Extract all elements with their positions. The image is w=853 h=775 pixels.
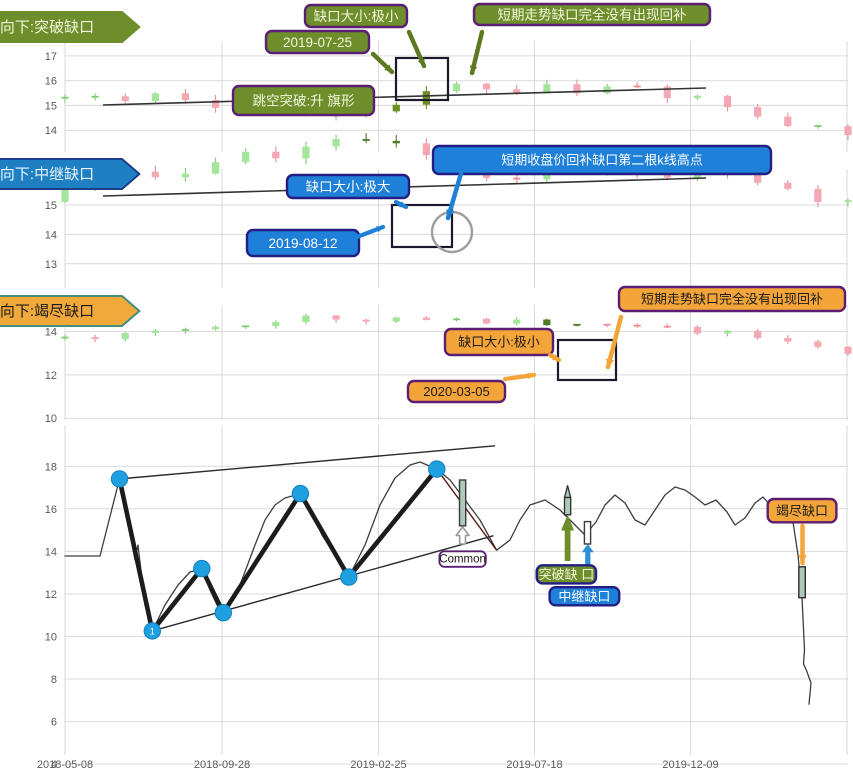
svg-text:6: 6 xyxy=(51,717,57,729)
svg-text:中继缺口: 中继缺口 xyxy=(558,589,610,604)
svg-text:18: 18 xyxy=(45,461,57,473)
svg-text:2019-08-12: 2019-08-12 xyxy=(268,236,337,251)
svg-text:14: 14 xyxy=(45,125,57,137)
svg-text:竭尽缺口: 竭尽缺口 xyxy=(776,503,828,518)
svg-text:向下:竭尽缺口: 向下:竭尽缺口 xyxy=(0,303,94,320)
svg-text:14: 14 xyxy=(45,229,57,241)
svg-text:突破缺 口: 突破缺 口 xyxy=(539,567,595,582)
svg-text:2019-12-09: 2019-12-09 xyxy=(662,759,718,771)
svg-text:2019-07-18: 2019-07-18 xyxy=(506,759,562,771)
svg-text:缺口大小:极小: 缺口大小:极小 xyxy=(458,335,540,350)
svg-text:缺口大小:极大: 缺口大小:极大 xyxy=(306,179,391,194)
svg-text:14: 14 xyxy=(45,546,57,558)
svg-text:16: 16 xyxy=(45,504,57,516)
svg-text:15: 15 xyxy=(45,200,57,212)
svg-text:16: 16 xyxy=(45,76,57,88)
svg-text:12: 12 xyxy=(45,589,57,601)
svg-text:2018-05-08: 2018-05-08 xyxy=(37,759,93,771)
svg-text:短期收盘价回补缺口第二根k线高点: 短期收盘价回补缺口第二根k线高点 xyxy=(501,153,703,168)
svg-text:12: 12 xyxy=(45,370,57,382)
svg-text:2020-03-05: 2020-03-05 xyxy=(423,384,490,399)
svg-text:8: 8 xyxy=(51,674,57,686)
svg-text:14: 14 xyxy=(45,327,57,339)
svg-text:向下:突破缺口: 向下:突破缺口 xyxy=(0,19,94,36)
svg-text:Common: Common xyxy=(439,554,486,566)
svg-text:短期走势缺口完全没有出现回补: 短期走势缺口完全没有出现回补 xyxy=(498,6,687,22)
svg-text:15: 15 xyxy=(45,100,57,112)
svg-text:短期走势缺口完全没有出现回补: 短期走势缺口完全没有出现回补 xyxy=(641,292,823,307)
svg-text:2019-07-25: 2019-07-25 xyxy=(283,35,352,50)
svg-text:10: 10 xyxy=(45,632,57,644)
svg-text:10: 10 xyxy=(45,413,57,425)
svg-text:跳空突破:升 旗形: 跳空突破:升 旗形 xyxy=(252,93,355,108)
svg-text:2019-02-25: 2019-02-25 xyxy=(350,759,406,771)
svg-text:缺口大小:极小: 缺口大小:极小 xyxy=(314,9,399,24)
svg-text:13: 13 xyxy=(45,259,57,271)
svg-text:17: 17 xyxy=(45,51,57,63)
svg-text:1: 1 xyxy=(150,627,155,637)
svg-text:2018-09-28: 2018-09-28 xyxy=(194,759,250,771)
svg-text:向下:中继缺口: 向下:中继缺口 xyxy=(0,166,94,183)
